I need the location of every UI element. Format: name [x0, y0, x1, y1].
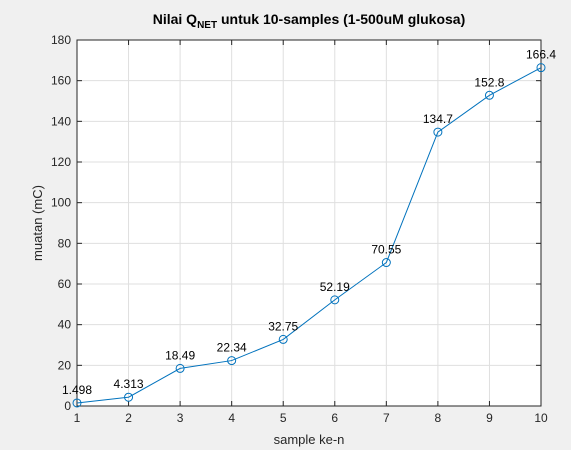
data-labels: 1.498 4.313 18.49 22.34 32.75 52.19 70.55 134.7…: [62, 48, 556, 397]
y-tick-label: 180: [51, 33, 71, 47]
data-point: [381, 258, 391, 268]
y-tick-label: 140: [51, 114, 71, 128]
plot-border: [76, 39, 542, 407]
data-label: 52.19: [320, 280, 350, 294]
data-point: [433, 127, 443, 137]
data-label: 166.4: [526, 48, 556, 62]
data-label: 70.55: [371, 243, 401, 257]
data-point: [330, 295, 340, 305]
data-label: 1.498: [62, 383, 92, 397]
x-tick-label: 7: [383, 411, 390, 425]
x-tick-label: 1: [74, 411, 81, 425]
title-suffix: untuk 10-samples (1-500uM glukosa): [217, 11, 465, 27]
x-tick-label: 3: [177, 411, 184, 425]
data-point: [278, 334, 288, 344]
x-tick-label: 6: [331, 411, 338, 425]
data-point: [72, 398, 82, 408]
data-point: [124, 392, 134, 402]
chart-title: Nilai QNET untuk 10-samples (1-500uM glu…: [153, 11, 466, 31]
data-label: 32.75: [268, 319, 298, 333]
plot-area: [77, 40, 541, 406]
x-tick-label: 9: [486, 411, 493, 425]
data-point: [227, 356, 237, 366]
x-axis-label: sample ke-n: [274, 432, 345, 447]
series-layer: [72, 63, 546, 408]
data-label: 152.8: [474, 75, 504, 89]
title-subscript: NET: [197, 20, 217, 31]
data-point: [536, 63, 546, 73]
y-tick-label: 0: [64, 399, 71, 413]
x-tick-label: 10: [534, 411, 548, 425]
y-tick-label: 160: [51, 74, 71, 88]
series-line: [76, 67, 542, 404]
x-tick-label: 4: [228, 411, 235, 425]
y-tick-label: 120: [51, 155, 71, 169]
data-label: 18.49: [165, 348, 195, 362]
x-tick-label: 8: [435, 411, 442, 425]
y-tick-label: 80: [58, 236, 72, 250]
y-tick-label: 60: [58, 277, 72, 291]
data-point: [175, 363, 185, 373]
y-tick-label: 40: [58, 318, 72, 332]
data-label: 4.313: [114, 377, 144, 391]
y-tick-label: 100: [51, 196, 71, 210]
y-axis-label: muatan (mC): [30, 185, 45, 261]
title-prefix: Nilai Q: [153, 11, 197, 27]
data-label: 22.34: [217, 341, 247, 355]
data-point: [484, 90, 494, 100]
x-tick-label: 2: [125, 411, 132, 425]
x-tick-label: 5: [280, 411, 287, 425]
data-label: 134.7: [423, 112, 453, 126]
y-tick-label: 20: [58, 358, 72, 372]
